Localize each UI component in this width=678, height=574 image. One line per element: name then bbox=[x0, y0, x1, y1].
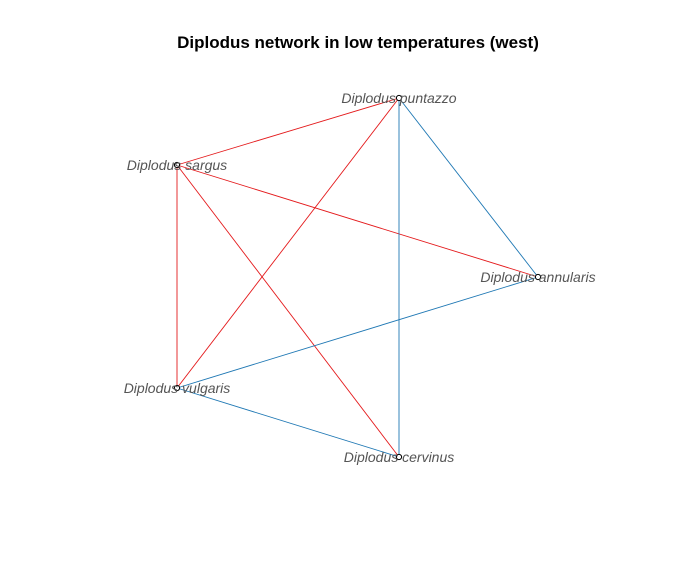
edges-layer bbox=[176, 97, 539, 458]
edge-sargus-annularis bbox=[176, 164, 539, 278]
nodes-layer bbox=[173, 94, 542, 461]
node-annularis bbox=[534, 273, 542, 281]
node-sargus bbox=[173, 161, 181, 169]
figure-title: Diplodus network in low temperatures (we… bbox=[177, 33, 539, 52]
edge-sargus-cervinus bbox=[176, 164, 400, 458]
node-label-sargus: Diplodus sargus bbox=[127, 157, 227, 173]
node-label-annularis: Diplodus annularis bbox=[480, 269, 595, 285]
edge-puntazzo-vulgaris bbox=[176, 97, 400, 389]
node-vulgaris bbox=[173, 384, 181, 392]
edge-sargus-puntazzo bbox=[176, 97, 400, 166]
node-label-cervinus: Diplodus cervinus bbox=[344, 449, 455, 465]
node-puntazzo bbox=[395, 94, 403, 102]
node-cervinus bbox=[395, 453, 403, 461]
edge-annularis-vulgaris bbox=[176, 276, 539, 389]
edge-vulgaris-cervinus bbox=[176, 387, 400, 458]
edge-puntazzo-annularis bbox=[398, 97, 539, 278]
node-label-puntazzo: Diplodus puntazzo bbox=[341, 90, 456, 106]
labels-layer: Diplodus puntazzo Diplodus sargus Diplodus… bbox=[124, 90, 596, 465]
node-label-vulgaris: Diplodus vulgaris bbox=[124, 380, 231, 396]
